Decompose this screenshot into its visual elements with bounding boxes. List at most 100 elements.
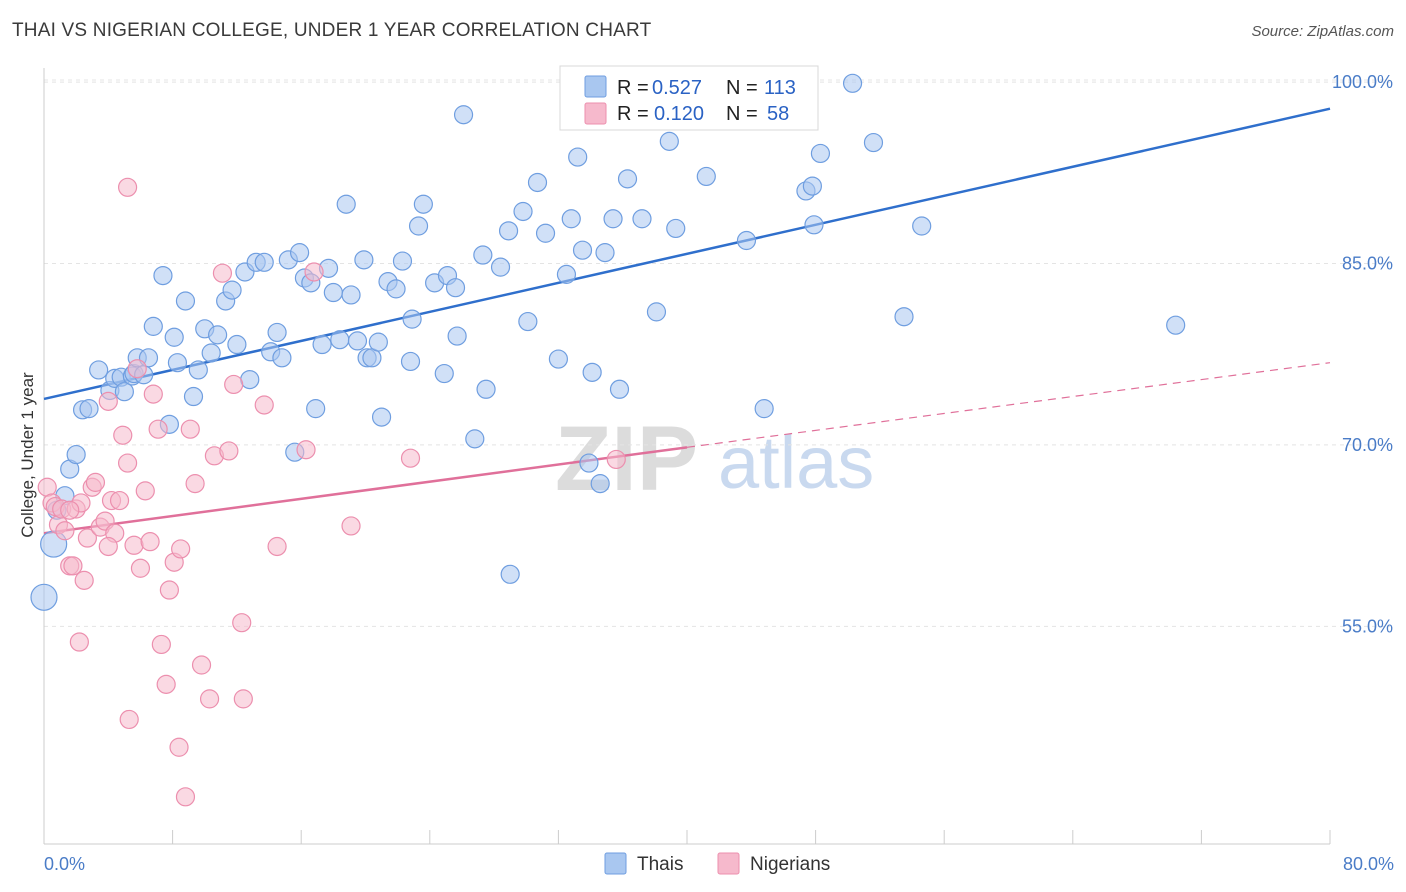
point-nigerians-21 <box>117 453 138 473</box>
point-thais-105 <box>894 307 914 327</box>
point-thais-85 <box>579 453 599 473</box>
legend-label-thais: Thais <box>637 854 683 875</box>
y-tick-labels: 55.0% 70.0% 85.0% 100.0% <box>1332 72 1393 636</box>
point-nigerians-10 <box>74 570 94 590</box>
point-thais-56 <box>371 407 392 427</box>
watermark: ZIP atlas <box>555 408 874 510</box>
y-tick-label-0: 55.0% <box>1342 616 1393 636</box>
legend-n-value-thais: 113 <box>764 77 796 99</box>
point-nigerians-43 <box>219 441 239 461</box>
legend-n-label-thais: N = <box>726 77 758 99</box>
point-thais-0 <box>30 583 58 611</box>
point-thais-28 <box>208 325 228 345</box>
point-nigerians-35 <box>171 539 191 559</box>
point-nigerians-24 <box>127 359 147 379</box>
point-thais-79 <box>535 223 556 243</box>
point-thais-62 <box>408 216 429 236</box>
point-nigerians-56 <box>60 500 80 520</box>
point-thais-27 <box>201 343 221 363</box>
point-nigerians-5 <box>55 521 75 541</box>
point-thais-38 <box>272 348 292 368</box>
point-thais-87 <box>590 474 610 494</box>
point-thais-67 <box>445 278 466 298</box>
legend-r-label-nigerians: R = <box>617 103 649 125</box>
point-thais-21 <box>164 327 184 347</box>
point-nigerians-16 <box>98 391 118 411</box>
point-thais-5 <box>66 444 86 465</box>
point-nigerians-52 <box>400 448 421 468</box>
point-thais-90 <box>609 379 630 399</box>
point-thais-52 <box>354 250 374 270</box>
point-thais-107 <box>1166 315 1186 335</box>
point-nigerians-20 <box>113 425 133 445</box>
point-thais-102 <box>810 143 831 164</box>
watermark-zip: ZIP <box>555 408 698 510</box>
point-thais-63 <box>413 194 433 214</box>
point-thais-94 <box>659 131 679 151</box>
legend-label-nigerians: Nigerians <box>750 854 830 875</box>
point-nigerians-32 <box>159 580 179 600</box>
point-nigerians-30 <box>151 634 171 655</box>
point-thais-91 <box>617 169 638 189</box>
point-thais-71 <box>473 245 493 265</box>
point-nigerians-23 <box>124 535 144 555</box>
point-nigerians-53 <box>606 449 626 470</box>
point-nigerians-34 <box>169 737 189 757</box>
point-nigerians-49 <box>296 440 316 460</box>
legend-n-label-nigerians: N = <box>726 103 758 125</box>
trend-line-nigerians-extension <box>686 362 1331 448</box>
point-thais-65 <box>434 363 454 384</box>
point-thais-59 <box>392 251 413 271</box>
point-thais-31 <box>227 334 247 355</box>
point-thais-50 <box>341 285 361 305</box>
point-thais-25 <box>188 360 208 380</box>
point-thais-12 <box>114 382 134 402</box>
point-nigerians-39 <box>191 655 212 675</box>
point-thais-48 <box>330 330 350 350</box>
point-thais-44 <box>306 399 326 419</box>
point-thais-7 <box>79 399 99 419</box>
point-thais-18 <box>143 316 163 336</box>
point-nigerians-19 <box>109 490 130 511</box>
point-thais-58 <box>386 279 406 299</box>
point-thais-81 <box>556 264 577 284</box>
chart-title: THAI VS NIGERIAN COLLEGE, UNDER 1 YEAR C… <box>12 20 652 41</box>
point-thais-86 <box>582 362 602 382</box>
point-thais-73 <box>490 257 511 277</box>
point-nigerians-27 <box>140 532 160 552</box>
point-nigerians-31 <box>156 674 176 694</box>
point-nigerians-11 <box>77 528 98 548</box>
point-thais-75 <box>500 564 520 584</box>
point-thais-76 <box>513 201 533 222</box>
point-thais-74 <box>498 221 519 241</box>
point-nigerians-29 <box>148 419 168 439</box>
point-nigerians-46 <box>233 689 253 709</box>
point-thais-89 <box>603 209 623 229</box>
point-thais-68 <box>447 326 467 346</box>
point-thais-69 <box>453 105 474 125</box>
legend-r-label-thais: R = <box>617 77 649 99</box>
correlation-legend: R = 0.527 N = 113 R = 0.120 N = 58 <box>559 65 819 131</box>
legend-swatch-nigerians-bottom <box>717 852 740 875</box>
x-tick-label-max: 80.0% <box>1343 854 1394 874</box>
point-thais-104 <box>863 132 884 153</box>
point-nigerians-26 <box>135 481 155 501</box>
point-thais-72 <box>476 379 496 399</box>
point-nigerians-42 <box>212 263 233 283</box>
point-thais-78 <box>527 172 548 193</box>
point-thais-101 <box>804 215 824 235</box>
point-nigerians-22 <box>119 709 139 730</box>
point-nigerians-51 <box>341 516 361 536</box>
point-thais-97 <box>736 230 757 251</box>
legend-n-value-nigerians: 58 <box>767 103 789 125</box>
point-thais-22 <box>167 353 188 373</box>
point-nigerians-50 <box>304 262 324 282</box>
point-nigerians-54 <box>117 177 138 197</box>
point-thais-24 <box>183 386 204 407</box>
point-thais-88 <box>595 243 615 263</box>
chart-source: Source: ZipAtlas.com <box>1251 23 1394 40</box>
point-nigerians-45 <box>232 613 252 633</box>
point-nigerians-44 <box>224 374 244 395</box>
point-nigerians-57 <box>98 536 118 557</box>
